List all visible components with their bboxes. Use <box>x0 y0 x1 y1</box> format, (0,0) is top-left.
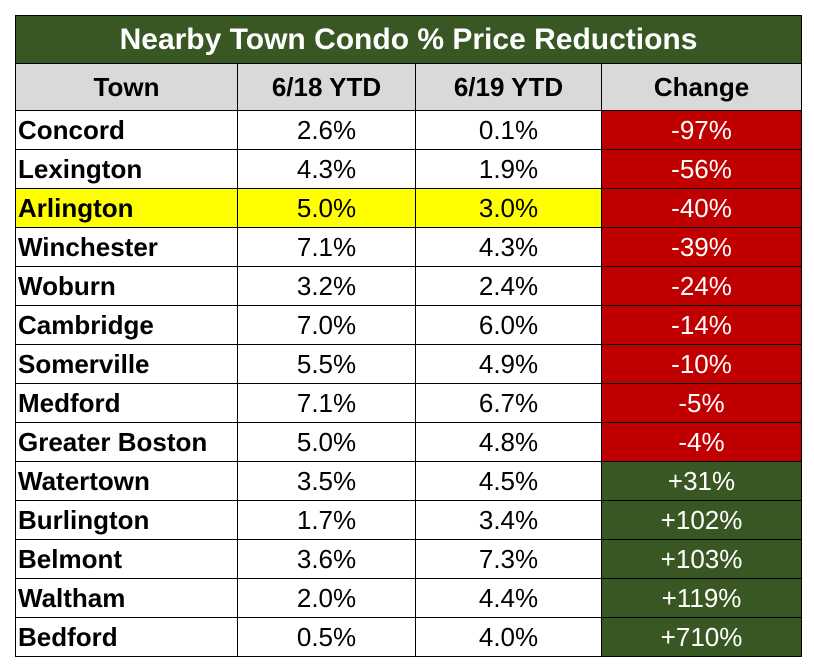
column-header-town: Town <box>15 63 238 111</box>
ytd-2019-cell: 4.8% <box>415 422 602 462</box>
table-row: Watertown 3.5% 4.5% +31% <box>15 461 803 501</box>
town-cell: Burlington <box>15 500 238 540</box>
ytd-2019-cell: 4.4% <box>415 578 602 618</box>
town-cell: Lexington <box>15 149 238 189</box>
ytd-2018-cell: 4.3% <box>237 149 416 189</box>
ytd-2018-cell: 3.5% <box>237 461 416 501</box>
price-reduction-table: Nearby Town Condo % Price Reductions Tow… <box>14 15 803 657</box>
ytd-2019-cell: 6.7% <box>415 383 602 423</box>
ytd-2019-cell: 4.0% <box>415 617 602 657</box>
change-cell: -56% <box>600 149 803 189</box>
ytd-2019-cell: 6.0% <box>415 305 602 345</box>
town-cell: Waltham <box>15 578 238 618</box>
ytd-2019-cell: 7.3% <box>415 539 602 579</box>
table-row: Medford 7.1% 6.7% -5% <box>15 383 803 423</box>
ytd-2019-cell: 3.4% <box>415 500 602 540</box>
town-cell: Watertown <box>15 461 238 501</box>
table-row: Cambridge 7.0% 6.0% -14% <box>15 305 803 345</box>
table-row: Concord 2.6% 0.1% -97% <box>15 110 803 150</box>
table-row: Lexington 4.3% 1.9% -56% <box>15 149 803 189</box>
ytd-2018-cell: 0.5% <box>237 617 416 657</box>
change-cell: -4% <box>600 422 803 462</box>
change-cell: -40% <box>600 188 803 228</box>
ytd-2019-cell: 4.9% <box>415 344 602 384</box>
table-row: Bedford 0.5% 4.0% +710% <box>15 617 803 657</box>
change-cell: +102% <box>600 500 803 540</box>
ytd-2019-cell: 0.1% <box>415 110 602 150</box>
table-row: Arlington 5.0% 3.0% -40% <box>15 188 803 228</box>
change-cell: +119% <box>600 578 803 618</box>
column-header-ytd-2018: 6/18 YTD <box>237 63 416 111</box>
table-title: Nearby Town Condo % Price Reductions <box>14 15 803 64</box>
ytd-2018-cell: 7.1% <box>237 227 416 267</box>
town-cell: Woburn <box>15 266 238 306</box>
table-row: Greater Boston 5.0% 4.8% -4% <box>15 422 803 462</box>
change-cell: +710% <box>600 617 803 657</box>
town-cell: Bedford <box>15 617 238 657</box>
town-cell: Belmont <box>15 539 238 579</box>
title-row: Nearby Town Condo % Price Reductions <box>14 15 803 64</box>
change-cell: +103% <box>600 539 803 579</box>
change-cell: -39% <box>600 227 803 267</box>
ytd-2019-cell: 4.3% <box>415 227 602 267</box>
town-cell: Concord <box>15 110 238 150</box>
column-header-change: Change <box>600 63 803 111</box>
ytd-2018-cell: 5.0% <box>237 422 416 462</box>
ytd-2018-cell: 7.0% <box>237 305 416 345</box>
ytd-2018-cell: 1.7% <box>237 500 416 540</box>
town-cell: Cambridge <box>15 305 238 345</box>
table-row: Belmont 3.6% 7.3% +103% <box>15 539 803 579</box>
town-cell: Arlington <box>15 188 238 228</box>
change-cell: +31% <box>600 461 803 501</box>
town-cell: Greater Boston <box>15 422 238 462</box>
change-cell: -97% <box>600 110 803 150</box>
ytd-2019-cell: 2.4% <box>415 266 602 306</box>
table-row: Woburn 3.2% 2.4% -24% <box>15 266 803 306</box>
table-row: Waltham 2.0% 4.4% +119% <box>15 578 803 618</box>
change-cell: -24% <box>600 266 803 306</box>
ytd-2019-cell: 3.0% <box>415 188 602 228</box>
town-cell: Somerville <box>15 344 238 384</box>
price-reduction-table-container: Nearby Town Condo % Price Reductions Tow… <box>14 15 803 657</box>
ytd-2018-cell: 2.6% <box>237 110 416 150</box>
table-row: Somerville 5.5% 4.9% -10% <box>15 344 803 384</box>
change-cell: -10% <box>600 344 803 384</box>
ytd-2018-cell: 3.6% <box>237 539 416 579</box>
ytd-2019-cell: 4.5% <box>415 461 602 501</box>
town-cell: Winchester <box>15 227 238 267</box>
change-cell: -5% <box>600 383 803 423</box>
ytd-2018-cell: 7.1% <box>237 383 416 423</box>
ytd-2018-cell: 5.0% <box>237 188 416 228</box>
table-row: Winchester 7.1% 4.3% -39% <box>15 227 803 267</box>
table-body: Concord 2.6% 0.1% -97% Lexington 4.3% 1.9% -56%… <box>15 110 803 657</box>
ytd-2018-cell: 2.0% <box>237 578 416 618</box>
town-cell: Medford <box>15 383 238 423</box>
ytd-2019-cell: 1.9% <box>415 149 602 189</box>
header-row: Town 6/18 YTD 6/19 YTD Change <box>15 63 803 111</box>
table-row: Burlington 1.7% 3.4% +102% <box>15 500 803 540</box>
ytd-2018-cell: 5.5% <box>237 344 416 384</box>
change-cell: -14% <box>600 305 803 345</box>
ytd-2018-cell: 3.2% <box>237 266 416 306</box>
column-header-ytd-2019: 6/19 YTD <box>415 63 602 111</box>
